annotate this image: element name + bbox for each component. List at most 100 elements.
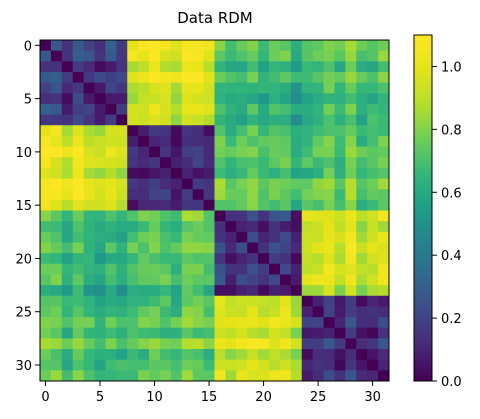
heatmap-cell [236,146,248,158]
heatmap-cell [236,71,248,84]
heatmap-cell [378,82,390,94]
heatmap-cell [258,146,270,158]
heatmap-cell [258,157,270,169]
heatmap-cell [83,71,95,84]
heatmap-cell [356,306,368,318]
heatmap-cell [50,114,63,126]
heatmap-cell [345,125,357,137]
heatmap-cell [269,50,281,62]
heatmap-cell [279,178,292,190]
heatmap-cells [40,40,390,382]
heatmap-cell [236,306,248,318]
heatmap-cell [127,135,139,147]
heatmap-cell [279,359,292,371]
heatmap-cell [116,61,128,73]
heatmap-cell [40,221,52,233]
heatmap-cell [279,274,292,286]
heatmap-cell [138,370,150,382]
heatmap-cell [138,167,150,179]
heatmap-cell [72,370,85,382]
heatmap-cell [378,93,390,105]
heatmap-cell [236,167,248,179]
heatmap-cell [94,82,106,94]
heatmap-cell [345,189,357,201]
heatmap-cell [170,370,183,382]
heatmap-cell [170,221,183,233]
heatmap-cell [279,263,292,275]
heatmap-cell [214,157,226,169]
heatmap-cell [279,40,292,52]
heatmap-cell [40,125,52,137]
heatmap-cell [301,263,314,275]
heatmap-cell [290,263,303,275]
heatmap-cell [94,253,106,265]
heatmap-cell [50,370,63,382]
heatmap-cell [127,370,139,382]
heatmap-cell [138,349,150,361]
heatmap-cell [94,189,106,201]
heatmap-cell [378,125,390,137]
heatmap-cell [94,199,106,211]
heatmap-cell [61,125,74,137]
heatmap-cell [323,71,335,84]
heatmap-cell [192,221,204,233]
heatmap-cell [290,93,303,105]
heatmap-cell [301,317,314,329]
heatmap-cell [290,242,303,254]
colorbar-tick-label: 0.8 [441,123,462,138]
heatmap-cell [269,61,281,73]
heatmap-cell [105,359,117,371]
heatmap-cell [72,221,85,233]
heatmap-cell [50,71,63,84]
heatmap-cell [138,199,150,211]
heatmap-cell [247,349,259,361]
heatmap-cell [138,285,150,297]
heatmap-cell [50,349,63,361]
heatmap-cell [170,317,183,329]
heatmap-cell [301,274,314,286]
heatmap-cell [301,338,314,350]
heatmap-cell [290,231,303,243]
heatmap-cell [258,114,270,126]
heatmap-cell [159,146,172,158]
heatmap-cell [83,125,95,137]
heatmap-cell [301,370,314,382]
heatmap-cell [127,349,139,361]
heatmap-cell [40,135,52,147]
heatmap-cell [116,338,128,350]
heatmap-cell [116,40,128,52]
heatmap-cell [72,274,85,286]
heatmap-cell [203,93,215,105]
heatmap-cell [214,242,226,254]
heatmap-cell [181,71,194,84]
heatmap-cell [279,199,292,211]
heatmap-cell [61,189,74,201]
heatmap-cell [236,317,248,329]
heatmap-cell [192,61,204,73]
heatmap-cell [83,178,95,190]
heatmap-cell [301,231,314,243]
heatmap-cell [116,285,128,297]
heatmap-cell [149,146,161,158]
heatmap-cell [127,274,139,286]
heatmap-cell [225,359,237,371]
heatmap-cell [269,40,281,52]
heatmap-cell [356,274,368,286]
heatmap-cell [181,231,194,243]
heatmap-cell [181,295,194,307]
heatmap-cell [94,370,106,382]
heatmap-cell [61,327,74,339]
heatmap-cell [83,82,95,94]
heatmap-cell [290,199,303,211]
heatmap-cell [40,370,52,382]
heatmap-cell [61,338,74,350]
heatmap-cell [50,274,63,286]
heatmap-cell [247,82,259,94]
heatmap-cell [83,103,95,115]
heatmap-cell [312,210,324,222]
heatmap-cell [138,274,150,286]
heatmap-cell [105,210,117,222]
heatmap-cell [159,135,172,147]
heatmap-cell [105,178,117,190]
heatmap-cell [127,221,139,233]
